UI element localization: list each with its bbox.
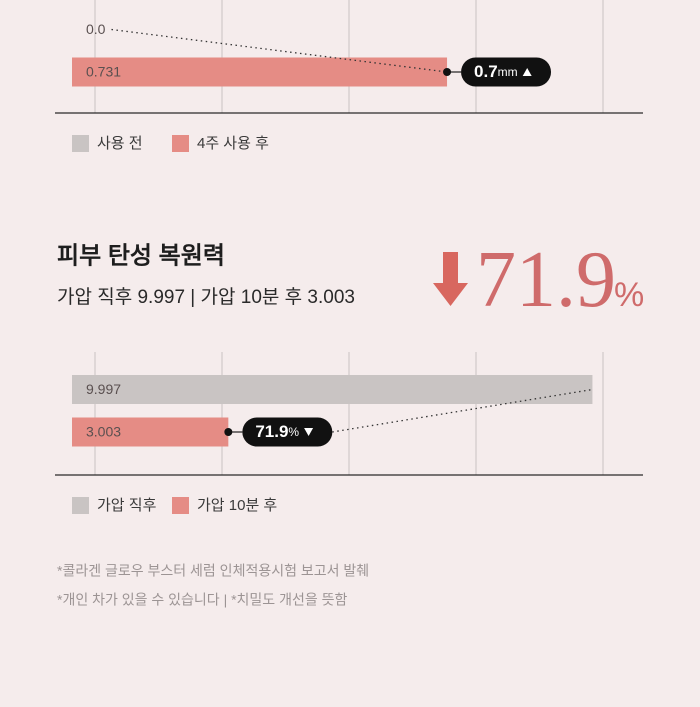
legend-label: 가압 직후 xyxy=(97,497,157,514)
legend-swatch xyxy=(72,497,89,514)
bar xyxy=(72,417,229,447)
annotation-badge xyxy=(242,417,333,447)
legend-label: 사용 전 xyxy=(97,135,143,152)
connector-dot xyxy=(224,428,233,436)
chart-subtitle: 가압 직후 9.997 | 가압 10분 후 3.003 xyxy=(57,286,355,308)
bar xyxy=(72,375,593,404)
annotation-arrow xyxy=(522,68,532,76)
annotation-text: 71.9% xyxy=(255,422,299,441)
value-label: 9.997 xyxy=(86,381,121,397)
big-annotation-unit: % xyxy=(614,276,644,314)
legend-label: 4주 사용 후 xyxy=(197,135,269,152)
annotation-value: 0.7 xyxy=(474,62,498,81)
annotation-text: 0.7mm xyxy=(474,62,518,81)
annotation-value: 71.9 xyxy=(255,422,288,441)
chart-title: 피부 탄성 복원력 xyxy=(57,242,225,269)
legend-swatch xyxy=(172,135,189,152)
value-label: 0.731 xyxy=(86,64,121,80)
legend-swatch xyxy=(72,135,89,152)
annotation-unit: % xyxy=(288,425,299,439)
annotation-arrow xyxy=(304,428,314,436)
footnote: *콜라겐 글로우 부스터 세럼 인체적용시험 보고서 발췌 xyxy=(57,563,369,579)
connector-dot xyxy=(443,68,452,76)
footnote: *개인 차가 있을 수 있습니다 | *치밀도 개선을 뜻함 xyxy=(57,592,347,608)
value-label: 3.003 xyxy=(86,424,121,440)
down-arrow-icon xyxy=(433,252,468,306)
value-label: 0.0 xyxy=(86,21,106,37)
legend-label: 가압 10분 후 xyxy=(197,497,277,514)
annotation-badge xyxy=(461,57,552,87)
connector xyxy=(111,28,448,73)
legend-swatch xyxy=(172,497,189,514)
big-annotation: 71.9 xyxy=(476,236,616,324)
annotation-unit: mm xyxy=(498,65,518,79)
bar xyxy=(72,57,448,87)
